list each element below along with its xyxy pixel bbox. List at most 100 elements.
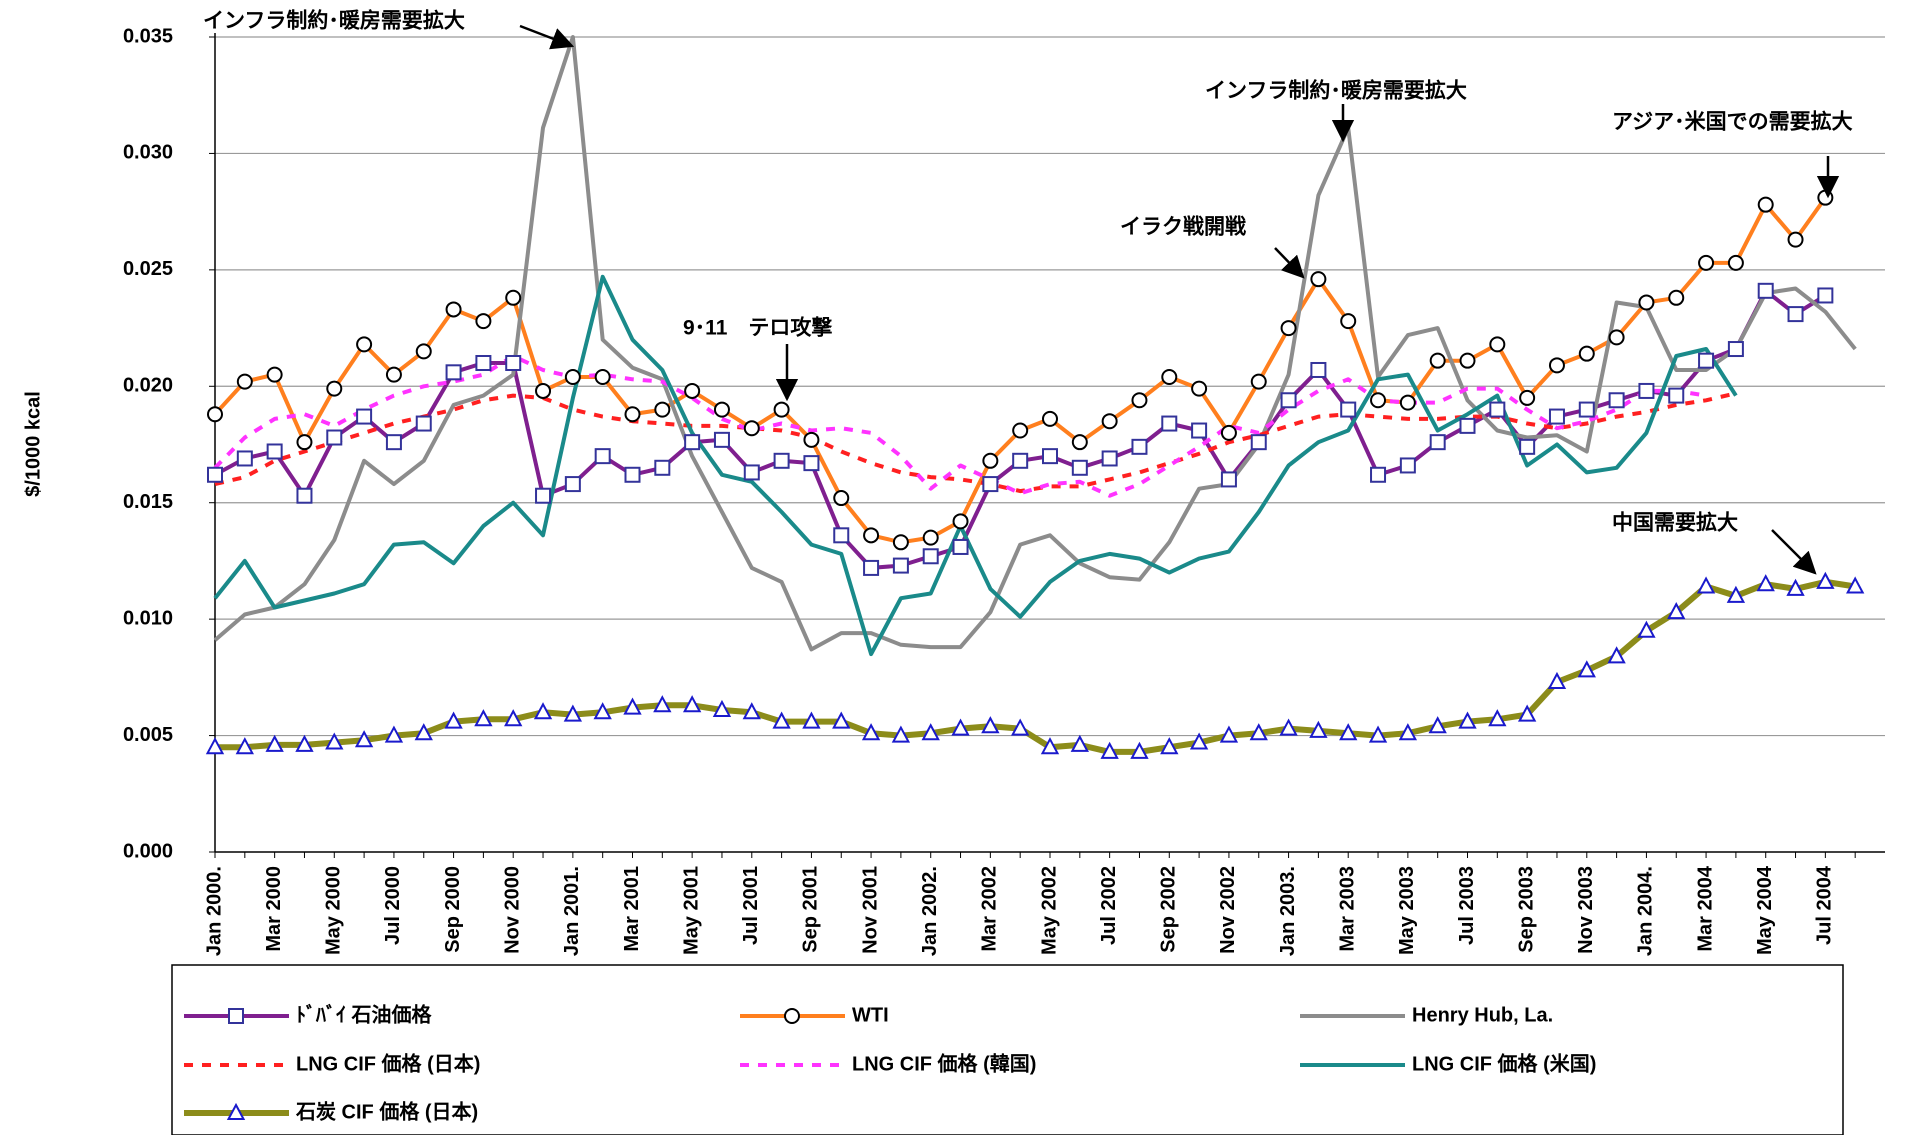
marker	[833, 490, 850, 507]
y-tick-label: 0.020	[123, 375, 173, 397]
marker	[535, 382, 552, 399]
marker	[226, 1102, 246, 1120]
marker	[1578, 401, 1595, 418]
marker	[414, 723, 433, 741]
legend-label: 石炭 CIF 価格 (日本)	[295, 1099, 478, 1123]
legend-box	[171, 964, 1844, 1135]
marker	[594, 448, 611, 465]
marker	[802, 711, 821, 729]
annotation-arrow	[1274, 247, 1305, 279]
marker	[653, 695, 672, 713]
marker	[235, 737, 254, 755]
marker	[1429, 434, 1446, 451]
marker	[712, 699, 732, 717]
marker	[1340, 401, 1357, 418]
x-tick-label: May 2004	[1754, 865, 1776, 955]
marker	[1042, 410, 1058, 427]
x-tick-label: Nov 2003	[1575, 866, 1597, 954]
marker	[861, 723, 881, 741]
marker	[1726, 585, 1746, 603]
x-tick-label: Jan 2000.	[203, 866, 225, 956]
marker	[1071, 434, 1088, 451]
marker	[922, 529, 939, 546]
x-tick-label: Mar 2000	[263, 866, 285, 952]
marker	[326, 380, 343, 397]
marker	[1816, 571, 1835, 589]
marker	[1011, 718, 1030, 736]
marker	[228, 1008, 244, 1024]
marker	[803, 455, 820, 472]
marker	[1161, 368, 1178, 385]
marker	[1340, 313, 1357, 330]
marker	[1250, 373, 1267, 390]
marker	[1370, 392, 1387, 409]
annotation: イラク戦開戦	[1120, 216, 1246, 239]
marker	[1220, 424, 1237, 441]
marker	[1578, 345, 1595, 362]
marker	[563, 704, 583, 722]
marker	[1429, 352, 1446, 369]
marker	[1668, 289, 1685, 306]
marker	[891, 725, 911, 743]
x-tick-label: May 2003	[1396, 866, 1418, 955]
x-tick-label: May 2002	[1038, 866, 1060, 955]
marker	[623, 697, 642, 715]
marker	[564, 476, 581, 493]
marker	[266, 443, 283, 460]
series-line	[213, 35, 1857, 652]
marker	[1817, 189, 1834, 206]
marker	[1667, 602, 1686, 620]
marker	[1517, 704, 1537, 722]
marker	[1071, 459, 1088, 476]
x-tick-label: Nov 2000	[501, 866, 523, 954]
x-tick-label: Mar 2001	[621, 866, 643, 952]
marker	[1042, 448, 1058, 465]
legend-label: WTI	[852, 1004, 889, 1026]
marker	[385, 434, 402, 451]
marker	[981, 716, 1000, 734]
marker	[593, 702, 612, 720]
marker	[504, 709, 523, 727]
marker	[1310, 361, 1327, 378]
marker	[743, 464, 760, 481]
marker	[803, 431, 820, 448]
x-tick-label: Nov 2002	[1217, 866, 1239, 954]
marker	[784, 1008, 800, 1024]
x-tick-label: Mar 2004	[1694, 865, 1716, 951]
marker	[1638, 294, 1655, 311]
marker	[415, 343, 432, 360]
y-axis-title: $/1000 kcal	[22, 391, 44, 497]
x-tick-label: Jul 2002	[1098, 866, 1120, 945]
marker	[1310, 271, 1327, 288]
marker	[1756, 574, 1775, 592]
marker	[1339, 723, 1358, 741]
marker	[743, 420, 760, 437]
marker	[1817, 287, 1834, 304]
marker	[1577, 660, 1596, 678]
marker	[1249, 723, 1268, 741]
marker	[1547, 671, 1567, 690]
marker	[564, 368, 581, 385]
marker	[1220, 471, 1237, 488]
marker	[1101, 413, 1118, 430]
x-tick-label: Sep 2000	[442, 866, 464, 953]
marker	[1757, 196, 1774, 213]
marker	[1012, 422, 1029, 439]
marker	[1070, 734, 1089, 752]
x-tick-label: Jul 2004	[1814, 865, 1836, 945]
marker	[326, 429, 343, 446]
x-tick-label: Sep 2002	[1158, 866, 1180, 953]
marker	[773, 452, 790, 469]
marker	[1189, 732, 1209, 750]
marker	[1368, 725, 1388, 743]
marker	[922, 548, 939, 565]
marker	[1787, 306, 1804, 323]
marker	[384, 725, 404, 743]
marker	[684, 434, 701, 451]
marker	[952, 538, 969, 555]
marker	[444, 711, 463, 729]
marker	[535, 487, 552, 504]
marker	[1786, 578, 1805, 596]
marker	[1459, 352, 1476, 369]
marker	[1519, 438, 1536, 455]
